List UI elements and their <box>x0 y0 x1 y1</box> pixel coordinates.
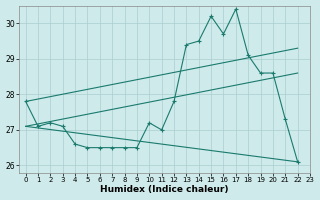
X-axis label: Humidex (Indice chaleur): Humidex (Indice chaleur) <box>100 185 229 194</box>
